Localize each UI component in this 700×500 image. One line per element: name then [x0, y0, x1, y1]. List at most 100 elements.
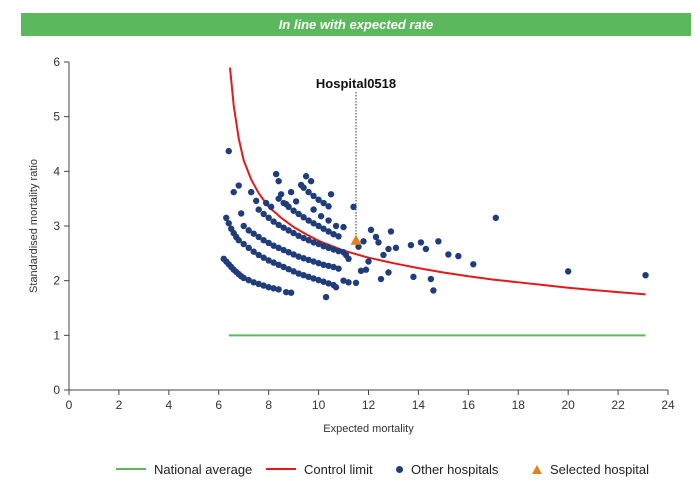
hospital-point	[355, 243, 362, 250]
hospital-point	[315, 196, 322, 203]
hospital-point	[320, 199, 327, 207]
hospital-point	[282, 200, 290, 208]
hospital-point	[325, 217, 332, 224]
hospital-point	[245, 227, 252, 234]
other-hospitals-points	[220, 147, 649, 301]
hospital-point	[387, 228, 395, 235]
hospital-point	[240, 274, 247, 282]
hospital-point	[310, 258, 317, 265]
axis-labels: Expected mortality Standardised mortality…	[28, 159, 414, 435]
hospital-point	[302, 173, 310, 180]
control-limit-path	[228, 67, 646, 296]
hospital-point	[245, 244, 252, 252]
hospital-point	[225, 147, 232, 155]
hospital-point	[280, 263, 287, 271]
hospital-point	[275, 221, 282, 229]
hospital-point	[250, 230, 257, 237]
hospital-point	[422, 245, 430, 253]
hospital-point	[330, 231, 337, 238]
selected-hospital-point	[350, 234, 362, 245]
y-tick-label: 2	[53, 274, 60, 288]
hospital-point	[238, 210, 245, 217]
y-tick-label: 1	[53, 328, 60, 342]
hospital-point	[357, 267, 365, 275]
hospital-point	[392, 244, 400, 252]
hospital-point	[310, 239, 317, 246]
hospital-point	[492, 214, 499, 221]
hospital-point	[325, 262, 332, 270]
hospital-point	[295, 232, 302, 240]
hospital-point	[340, 223, 347, 231]
hospital-point	[335, 233, 342, 240]
hospital-point	[270, 242, 277, 249]
hospital-point	[265, 239, 272, 247]
hospital-point	[250, 279, 257, 286]
x-tick-label: 4	[165, 398, 172, 412]
hospital-point	[320, 243, 327, 250]
hospital-point	[345, 255, 352, 262]
national-average-swatch	[116, 468, 146, 470]
hospital-point	[280, 246, 287, 254]
hospital-point	[325, 203, 332, 210]
hospital-point	[295, 210, 302, 218]
hospital-point	[310, 275, 317, 282]
hospital-point	[255, 233, 262, 241]
legend-item-control-limit[interactable]: Control limit	[266, 460, 373, 478]
hospital-point	[252, 197, 260, 205]
legend-label: Selected hospital	[550, 461, 650, 477]
hospital-point	[285, 265, 292, 273]
hospital-point	[310, 206, 317, 213]
hospital-point	[372, 233, 380, 241]
hospital-point	[305, 256, 312, 264]
hospital-point	[292, 198, 300, 205]
x-tick-label: 0	[66, 398, 73, 412]
hospital-point	[285, 249, 292, 256]
hospital-point	[223, 214, 230, 221]
hospital-point	[417, 239, 425, 246]
y-tick-label: 0	[53, 383, 60, 397]
hospital-point	[315, 222, 322, 230]
x-tick-label: 2	[116, 398, 123, 412]
legend-label: National average	[154, 461, 253, 477]
hospital-point	[280, 224, 287, 231]
hospital-point	[325, 228, 332, 235]
y-tick-label: 5	[53, 110, 60, 124]
hospital-point	[305, 217, 312, 224]
hospital-point	[335, 247, 342, 255]
other-hospitals-swatch	[396, 465, 403, 473]
hospital-point	[315, 276, 322, 284]
hospital-point	[305, 188, 312, 196]
control-limit-line	[228, 67, 646, 296]
x-tick-label: 20	[561, 398, 575, 412]
hospital-point	[445, 251, 452, 258]
x-tick-label: 6	[215, 398, 222, 412]
x-tick-label: 18	[512, 398, 526, 412]
hospital-point	[275, 177, 282, 185]
hospital-point	[260, 237, 267, 244]
hospital-point	[267, 203, 275, 211]
selected-hospital-swatch	[532, 464, 542, 474]
hospital-point	[320, 261, 327, 269]
legend-item-other-hospitals[interactable]: Other hospitals	[396, 460, 498, 478]
hospital-point	[265, 214, 272, 221]
legend-item-selected-hospital[interactable]: Selected hospital	[532, 460, 649, 478]
hospital-point	[325, 244, 332, 252]
hospital-point	[235, 182, 242, 189]
legend-label: Control limit	[304, 461, 373, 477]
x-tick-label: 12	[362, 398, 376, 412]
hospital-point	[285, 227, 292, 234]
x-tick-label: 24	[661, 398, 675, 412]
x-tick-label: 14	[412, 398, 426, 412]
legend-item-national-average[interactable]: National average	[116, 460, 252, 478]
hospital-point	[410, 273, 417, 281]
hospital-point	[250, 248, 257, 255]
x-axis-label: Expected mortality	[323, 423, 414, 435]
hospital-point	[322, 293, 330, 301]
hospital-point	[315, 259, 322, 267]
hospital-point	[307, 177, 315, 185]
hospital-point	[255, 206, 262, 213]
hospital-point	[300, 272, 307, 279]
hospital-point	[642, 272, 649, 279]
hospital-point	[240, 240, 247, 248]
hospital-point	[435, 238, 442, 245]
